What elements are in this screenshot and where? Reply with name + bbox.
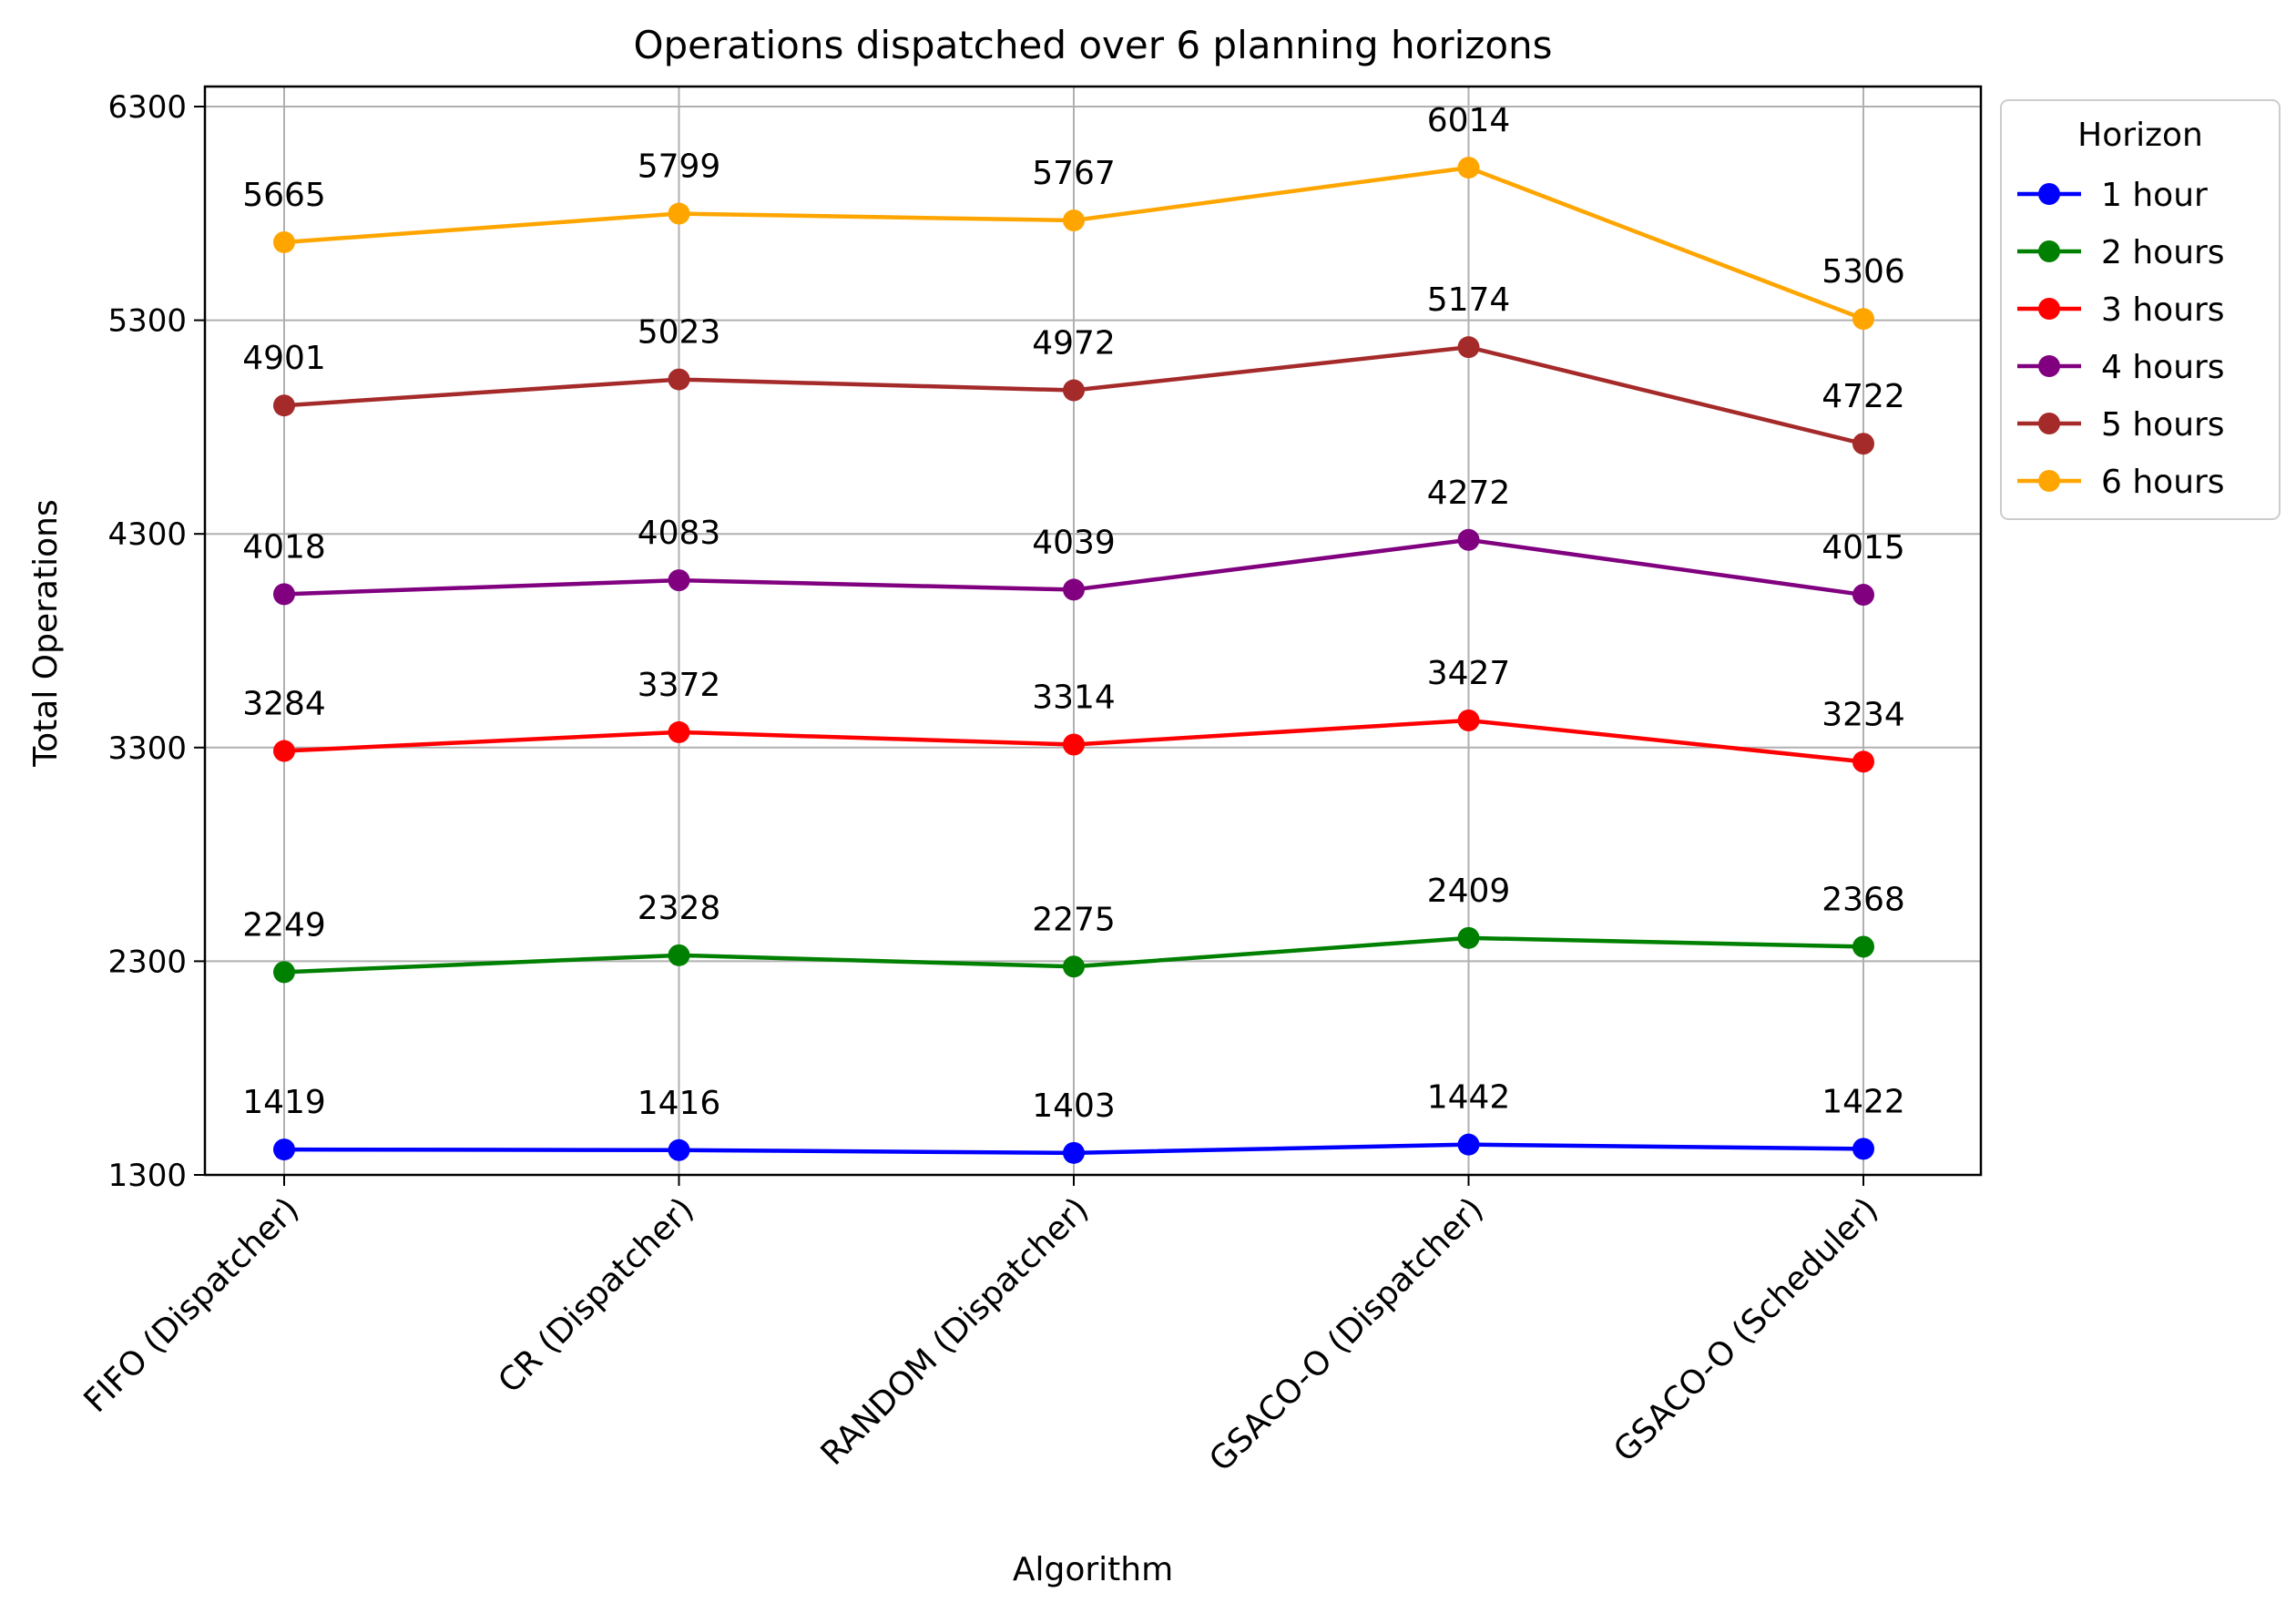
legend-entry: 1 hour <box>2101 177 2208 214</box>
data-point <box>1063 955 1085 978</box>
data-point <box>668 368 690 391</box>
data-point <box>668 720 690 743</box>
data-point <box>668 202 690 225</box>
y-tick-label: 5300 <box>107 303 187 340</box>
y-tick-label: 1300 <box>107 1158 187 1194</box>
data-label: 4039 <box>1032 524 1116 561</box>
data-label: 6014 <box>1427 102 1511 139</box>
data-point <box>273 583 295 606</box>
legend-swatch-marker <box>2038 183 2060 205</box>
legend-box <box>2000 99 2281 520</box>
data-point <box>273 1138 295 1161</box>
data-label: 1422 <box>1821 1083 1905 1120</box>
data-label: 4722 <box>1821 378 1905 415</box>
series-layer <box>273 157 1874 1164</box>
data-label: 4018 <box>242 528 326 566</box>
data-label: 4272 <box>1427 475 1511 512</box>
data-label: 2249 <box>242 906 326 944</box>
data-label: 5174 <box>1427 281 1511 319</box>
data-label: 5767 <box>1032 155 1116 192</box>
data-label: 1403 <box>1032 1087 1116 1125</box>
data-point <box>1457 1133 1480 1156</box>
y-tick-label: 6300 <box>107 89 187 126</box>
data-label: 3372 <box>638 667 721 704</box>
data-point <box>1852 433 1874 455</box>
data-label: 3284 <box>242 686 326 723</box>
data-label: 5023 <box>638 314 721 352</box>
data-label: 2368 <box>1821 881 1905 918</box>
data-label: 5306 <box>1821 253 1905 291</box>
data-point <box>1457 926 1480 949</box>
data-point <box>1063 578 1085 601</box>
data-point <box>1457 157 1480 179</box>
data-point <box>668 569 690 592</box>
legend-entry: 4 hours <box>2101 349 2225 386</box>
data-labels-layer: 1419 1416 1403 1442 1422 2249 2328 2275 2409 2368… <box>242 102 1905 1125</box>
data-point <box>1852 935 1874 958</box>
data-label: 5665 <box>242 177 326 214</box>
data-label: 5799 <box>638 148 721 186</box>
data-label: 1419 <box>242 1084 326 1121</box>
y-tick-label: 3300 <box>107 730 187 767</box>
data-label: 1442 <box>1427 1079 1511 1117</box>
y-tick-label: 4300 <box>107 516 187 553</box>
data-label: 2328 <box>638 890 721 927</box>
data-point <box>1063 1141 1085 1164</box>
data-point <box>1852 584 1874 607</box>
data-point <box>1063 379 1085 402</box>
data-label: 2409 <box>1427 873 1511 910</box>
data-label: 4015 <box>1821 529 1905 567</box>
legend-title: Horizon <box>2077 117 2203 154</box>
data-point <box>668 1138 690 1161</box>
data-point <box>1063 209 1085 232</box>
x-axis-label: Algorithm <box>1013 1551 1173 1588</box>
legend-entry: 6 hours <box>2101 464 2225 501</box>
data-point <box>273 230 295 253</box>
data-label: 3427 <box>1427 655 1511 692</box>
legend-entry: 2 hours <box>2101 234 2225 271</box>
data-label: 4083 <box>638 515 721 552</box>
data-point <box>1852 750 1874 773</box>
legend-swatch-marker <box>2038 298 2060 320</box>
data-label: 4901 <box>242 340 326 377</box>
data-point <box>1457 528 1480 551</box>
data-point <box>668 944 690 966</box>
data-label: 3234 <box>1821 696 1905 733</box>
data-point <box>1852 1138 1874 1160</box>
plot-frame <box>203 85 1983 1177</box>
legend-swatch-marker <box>2038 413 2060 434</box>
data-label: 4972 <box>1032 325 1116 362</box>
data-point <box>1457 336 1480 359</box>
data-point <box>273 740 295 762</box>
legend-entry: 5 hours <box>2101 406 2225 444</box>
legend: Horizon 1 hour 2 hours 3 hours 4 hours 5 hour… <box>2000 99 2281 520</box>
legend-swatch-marker <box>2038 240 2060 262</box>
legend-swatch-marker <box>2038 355 2060 377</box>
data-label: 1416 <box>638 1085 721 1122</box>
data-point <box>1457 710 1480 732</box>
data-point <box>273 394 295 417</box>
y-axis-label: Total Operations <box>27 499 65 767</box>
chart-title: Operations dispatched over 6 planning ho… <box>633 23 1552 67</box>
data-point <box>1063 733 1085 756</box>
data-label: 2275 <box>1032 901 1116 938</box>
legend-swatch-marker <box>2038 470 2060 492</box>
y-tick-label: 2300 <box>107 944 187 980</box>
legend-entry: 3 hours <box>2101 291 2225 329</box>
data-point <box>1852 308 1874 331</box>
data-point <box>273 961 295 984</box>
data-label: 3314 <box>1032 679 1116 717</box>
